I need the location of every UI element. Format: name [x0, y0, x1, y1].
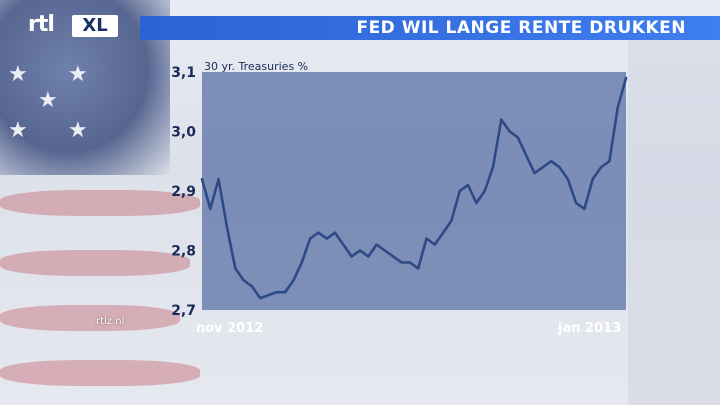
data-point — [342, 243, 345, 246]
logo-rtl-text: rtl — [28, 12, 55, 37]
data-point — [359, 249, 361, 252]
data-point — [591, 178, 594, 180]
flag-stripe — [0, 360, 200, 386]
data-point — [467, 184, 469, 186]
data-point — [209, 208, 212, 210]
flag-star-icon: ★ — [38, 88, 58, 113]
data-point — [425, 237, 428, 240]
data-point — [500, 118, 503, 121]
data-point — [317, 231, 320, 234]
data-point — [367, 255, 370, 258]
series-line-treasuries — [200, 76, 628, 300]
data-point — [492, 166, 494, 168]
source-watermark: rtlz.nl — [96, 316, 125, 327]
data-point — [483, 190, 486, 192]
y-tick-label: 3,1 — [171, 65, 196, 81]
data-point — [433, 243, 436, 246]
data-point — [567, 178, 569, 180]
data-point — [234, 267, 237, 270]
y-tick-label: 3,0 — [171, 125, 196, 141]
flag-star-icon: ★ — [68, 118, 88, 143]
x-tick-label: jan 2013 — [557, 321, 621, 336]
data-point — [583, 208, 586, 210]
data-point — [217, 178, 220, 180]
x-tick-label: nov 2012 — [196, 321, 263, 336]
y-axis-ticks: 2,7 2,8 2,9 3,0 3,1 — [171, 65, 196, 319]
flag-star-icon: ★ — [8, 118, 28, 143]
data-point — [400, 261, 403, 264]
flag-stripe — [0, 190, 200, 216]
data-point — [458, 190, 461, 192]
data-point — [251, 285, 253, 288]
data-point — [625, 77, 627, 79]
data-point — [384, 249, 386, 252]
data-point — [575, 202, 577, 204]
data-point — [542, 166, 544, 168]
y-tick-label: 2,8 — [171, 244, 196, 260]
y-tick-label: 2,7 — [171, 303, 196, 319]
data-point — [417, 267, 419, 270]
data-point — [550, 160, 552, 163]
data-point — [608, 160, 611, 163]
data-point — [375, 243, 378, 246]
right-background-panel — [628, 40, 720, 405]
data-point — [350, 255, 353, 258]
data-point — [616, 106, 619, 109]
title-bar: FED WIL LANGE RENTE DRUKKEN — [140, 16, 720, 40]
data-point — [325, 237, 328, 240]
data-point — [226, 225, 228, 228]
page-title: FED WIL LANGE RENTE DRUKKEN — [356, 18, 686, 38]
data-point — [475, 202, 478, 204]
flag-stripe — [0, 250, 190, 276]
data-point — [600, 166, 602, 168]
flag-star-icon: ★ — [8, 62, 28, 87]
y-tick-label: 2,9 — [171, 184, 196, 200]
data-point — [284, 291, 286, 293]
data-point — [508, 130, 511, 133]
plot-area — [202, 72, 626, 310]
data-point — [450, 219, 453, 222]
data-point — [558, 166, 561, 168]
data-point — [300, 261, 303, 264]
data-point — [334, 231, 336, 234]
series-points — [201, 77, 627, 299]
data-point — [525, 154, 528, 157]
series-label: 30 yr. Treasuries % — [204, 60, 308, 73]
data-point — [533, 172, 536, 174]
data-point — [517, 136, 519, 139]
data-point — [442, 231, 444, 234]
data-point — [259, 297, 261, 299]
data-point — [392, 255, 395, 258]
flag-star-icon: ★ — [68, 62, 88, 87]
data-point — [201, 178, 203, 180]
data-point — [242, 279, 245, 282]
data-point — [267, 294, 270, 296]
flag-stripe — [0, 305, 180, 331]
rtl-xl-logo: rtl XL — [28, 12, 120, 40]
logo-xl-text: XL — [72, 15, 118, 37]
x-axis-ticks: nov 2012 jan 2013 — [196, 321, 621, 336]
data-point — [309, 237, 311, 240]
data-point — [409, 261, 411, 264]
data-point — [292, 279, 295, 282]
data-point — [276, 291, 278, 293]
